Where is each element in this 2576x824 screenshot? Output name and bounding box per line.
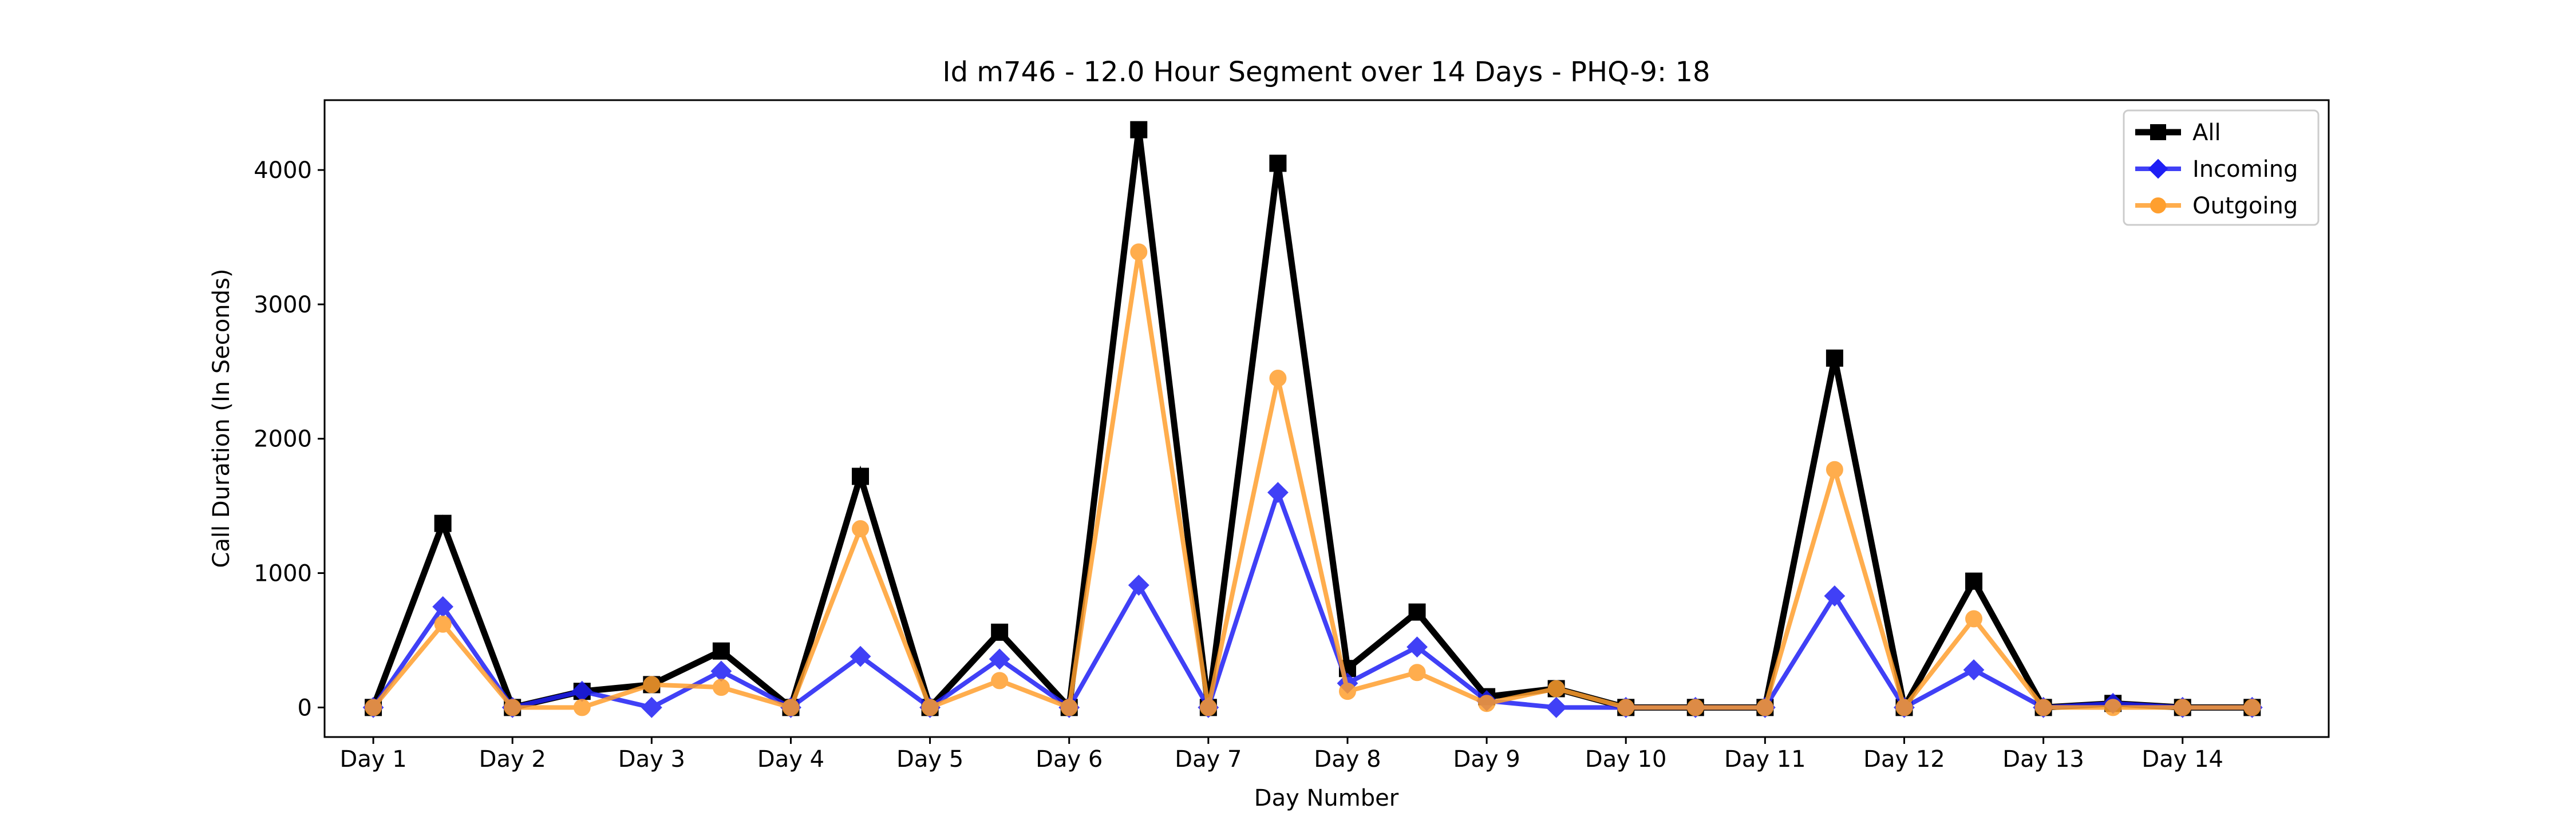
y-tick-label: 2000 (254, 426, 312, 453)
data-point-outgoing (643, 676, 661, 694)
x-axis-label: Day Number (1254, 785, 1399, 811)
plot-area (323, 99, 2330, 738)
data-point-outgoing (1756, 699, 1774, 716)
x-tick-label: Day 6 (1036, 746, 1103, 772)
data-point-outgoing (2104, 699, 2122, 716)
series-group (362, 121, 2263, 718)
data-point-outgoing (1826, 461, 1843, 478)
legend-box (2123, 109, 2320, 226)
x-tick-label: Day 10 (1585, 746, 1667, 772)
data-point-all (1408, 603, 1426, 621)
x-tick-label: Day 11 (1724, 746, 1806, 772)
data-point-all (991, 623, 1009, 641)
chart-title: Id m746 - 12.0 Hour Segment over 14 Days… (942, 56, 1710, 88)
series-line-outgoing (372, 251, 2253, 712)
data-point-outgoing (1965, 610, 1983, 628)
x-tick-label: Day 2 (479, 746, 546, 772)
data-point-outgoing (1199, 699, 1217, 716)
series-outgoing (365, 243, 2261, 716)
data-point-incoming (989, 648, 1010, 670)
data-point-outgoing (782, 699, 800, 716)
legend-item-outgoing: Outgoing (2135, 193, 2298, 219)
data-point-outgoing (991, 672, 1009, 690)
data-point-all (1269, 154, 1287, 172)
data-point-outgoing (1895, 699, 1913, 716)
data-point-outgoing (1338, 683, 1356, 700)
y-axis-label: Call Duration (In Seconds) (208, 269, 235, 568)
data-point-incoming (1824, 585, 1846, 607)
y-tick-label: 0 (298, 695, 312, 721)
data-point-all (434, 514, 452, 532)
x-tick-label: Day 7 (1175, 746, 1242, 772)
x-tick-label: Day 9 (1453, 746, 1520, 772)
data-point-outgoing (2034, 699, 2052, 716)
series-line-all (370, 129, 2253, 717)
data-point-all (1826, 349, 1843, 367)
data-point-outgoing (1269, 370, 1287, 387)
x-tick-label: Day 12 (1863, 746, 1945, 772)
data-point-outgoing (921, 699, 939, 716)
data-point-outgoing (2243, 699, 2261, 716)
data-point-outgoing (1408, 664, 1426, 682)
data-point-incoming (1546, 696, 1567, 718)
data-point-all (712, 642, 730, 660)
x-tick-label: Day 14 (2142, 746, 2223, 772)
data-point-outgoing (1617, 699, 1635, 716)
y-tick-label: 4000 (254, 157, 312, 184)
data-point-incoming (1128, 575, 1149, 596)
legend-label: Outgoing (2192, 193, 2298, 219)
data-point-outgoing (2174, 699, 2191, 716)
legend-marker (2150, 124, 2166, 140)
data-point-outgoing (1547, 680, 1565, 698)
data-point-outgoing (573, 699, 591, 716)
data-point-outgoing (712, 679, 730, 696)
data-point-outgoing (434, 615, 452, 633)
x-tick-label: Day 13 (2002, 746, 2084, 772)
y-tick-label: 3000 (254, 292, 312, 318)
x-tick-label: Day 4 (757, 746, 824, 772)
x-tick-label: Day 1 (340, 746, 407, 772)
data-point-outgoing (1060, 699, 1078, 716)
data-point-outgoing (504, 699, 521, 716)
data-point-incoming (1406, 636, 1428, 658)
series-line-incoming (371, 485, 2253, 714)
x-tick-label: Day 5 (896, 746, 963, 772)
x-tick-label: Day 3 (618, 746, 685, 772)
legend-label: All (2192, 120, 2221, 146)
legend-marker (2150, 197, 2166, 213)
y-tick-label: 1000 (254, 561, 312, 587)
data-point-outgoing (1686, 699, 1704, 716)
data-point-outgoing (1130, 243, 1148, 261)
data-point-incoming (1963, 659, 1985, 681)
data-point-incoming (850, 645, 871, 667)
data-point-outgoing (852, 520, 870, 538)
legend-item-incoming: Incoming (2135, 156, 2298, 183)
data-point-all (1130, 121, 1148, 138)
data-point-incoming (641, 696, 662, 718)
legend-marker (2148, 159, 2168, 179)
data-point-incoming (1267, 482, 1289, 504)
x-tick-label: Day 8 (1314, 746, 1381, 772)
legend-item-all: All (2135, 120, 2221, 146)
legend: All Incoming Outgoing (2123, 109, 2320, 226)
data-point-outgoing (365, 699, 382, 716)
legend-label: Incoming (2192, 156, 2298, 183)
ticks-group: 0 1000 2000 3000 4000 Day 1 Day 2 Day 3 Day 4 Day… (254, 157, 2223, 772)
data-point-all (1965, 572, 1983, 590)
data-point-outgoing (1478, 695, 1496, 712)
data-point-all (852, 468, 870, 485)
